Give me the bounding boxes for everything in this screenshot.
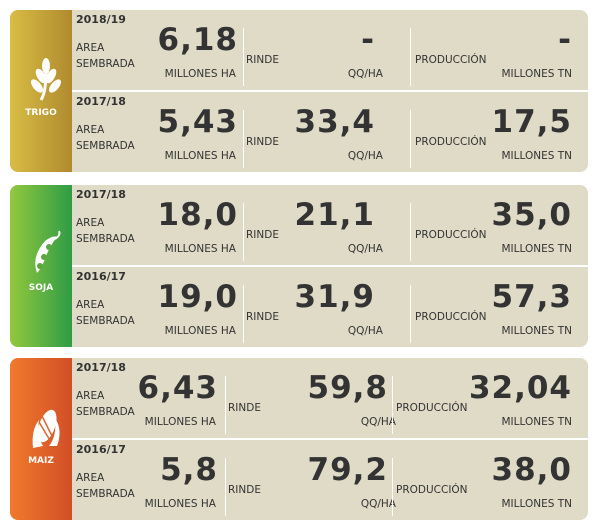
crop-tab: TRIGO [10,10,72,172]
produccion-label: PRODUCCIÓN [396,402,468,414]
column-divider [392,376,393,434]
produccion-label: PRODUCCIÓN [415,311,487,323]
area-value: 5,43 [157,104,238,140]
area-value: 6,18 [157,22,238,58]
crop-tab: MAIZ [10,358,72,520]
produccion-unit: MILLONES TN [501,325,572,337]
rinde-value: - [361,22,375,58]
row-divider [72,90,588,92]
season: 2016/17 [76,270,126,283]
crop-name: SOJA [28,283,54,293]
area-value: 19,0 [157,279,238,315]
column-divider [410,285,411,343]
column-divider [243,203,244,261]
produccion-label: PRODUCCIÓN [396,484,468,496]
crop-panel: TRIGO 2018/19 AREA SEMBRADA 6,18 MILLONES HA… [10,10,588,172]
area-value: 6,43 [137,370,218,406]
column-divider [225,458,226,516]
area-unit: MILLONES HA [164,150,236,162]
produccion-value: 17,5 [491,104,572,140]
crop-icon [35,230,61,273]
column-divider [410,28,411,86]
season: 2018/19 [76,13,126,26]
rinde-unit: QQ/HA [347,325,383,337]
crop-name: MAIZ [28,456,54,466]
produccion-value: 32,04 [468,370,572,406]
area-label: AREA SEMBRADA [76,472,135,500]
produccion-label: PRODUCCIÓN [415,136,487,148]
produccion-label: PRODUCCIÓN [415,229,487,241]
rinde-label: RINDE [246,54,279,66]
rinde-label: RINDE [228,402,261,414]
season: 2017/18 [76,95,126,108]
rinde-label: RINDE [246,229,279,241]
area-unit: MILLONES HA [164,68,236,80]
rinde-value: 33,4 [294,104,375,140]
rinde-label: RINDE [246,311,279,323]
area-unit: MILLONES HA [164,325,236,337]
area-label: AREA SEMBRADA [76,124,135,152]
rinde-value: 31,9 [294,279,375,315]
crop-icon [31,58,61,101]
row-divider [72,265,588,267]
rinde-label: RINDE [228,484,261,496]
area-label: AREA SEMBRADA [76,42,135,70]
column-divider [243,285,244,343]
season: 2017/18 [76,188,126,201]
season: 2017/18 [76,361,126,374]
produccion-label: PRODUCCIÓN [415,54,487,66]
crop-panel: MAIZ 2017/18 AREA SEMBRADA 6,43 MILLONES HA R… [10,358,588,520]
rinde-value: 79,2 [307,452,388,488]
column-divider [410,110,411,168]
produccion-unit: MILLONES TN [501,498,572,510]
area-value: 18,0 [157,197,238,233]
rinde-unit: QQ/HA [347,243,383,255]
rinde-value: 21,1 [294,197,375,233]
area-unit: MILLONES HA [144,498,216,510]
crop-name: TRIGO [25,108,57,118]
column-divider [392,458,393,516]
produccion-value: 38,0 [491,452,572,488]
area-unit: MILLONES HA [164,243,236,255]
season: 2016/17 [76,443,126,456]
column-divider [243,110,244,168]
area-label: AREA SEMBRADA [76,390,135,418]
produccion-unit: MILLONES TN [501,150,572,162]
produccion-unit: MILLONES TN [501,68,572,80]
produccion-unit: MILLONES TN [501,243,572,255]
area-unit: MILLONES HA [144,416,216,428]
crop-tab: SOJA [10,185,72,347]
produccion-value: 57,3 [491,279,572,315]
column-divider [410,203,411,261]
area-label: AREA SEMBRADA [76,217,135,245]
crop-icon [32,409,60,448]
crop-panel: SOJA 2017/18 AREA SEMBRADA 18,0 MILLONES HA R… [10,185,588,347]
row-divider [72,438,588,440]
rinde-unit: QQ/HA [347,150,383,162]
produccion-value: - [558,22,572,58]
rinde-unit: QQ/HA [360,416,396,428]
column-divider [225,376,226,434]
area-label: AREA SEMBRADA [76,299,135,327]
produccion-unit: MILLONES TN [501,416,572,428]
rinde-value: 59,8 [307,370,388,406]
rinde-unit: QQ/HA [347,68,383,80]
produccion-value: 35,0 [491,197,572,233]
area-value: 5,8 [160,452,218,488]
rinde-label: RINDE [246,136,279,148]
column-divider [243,28,244,86]
rinde-unit: QQ/HA [360,498,396,510]
